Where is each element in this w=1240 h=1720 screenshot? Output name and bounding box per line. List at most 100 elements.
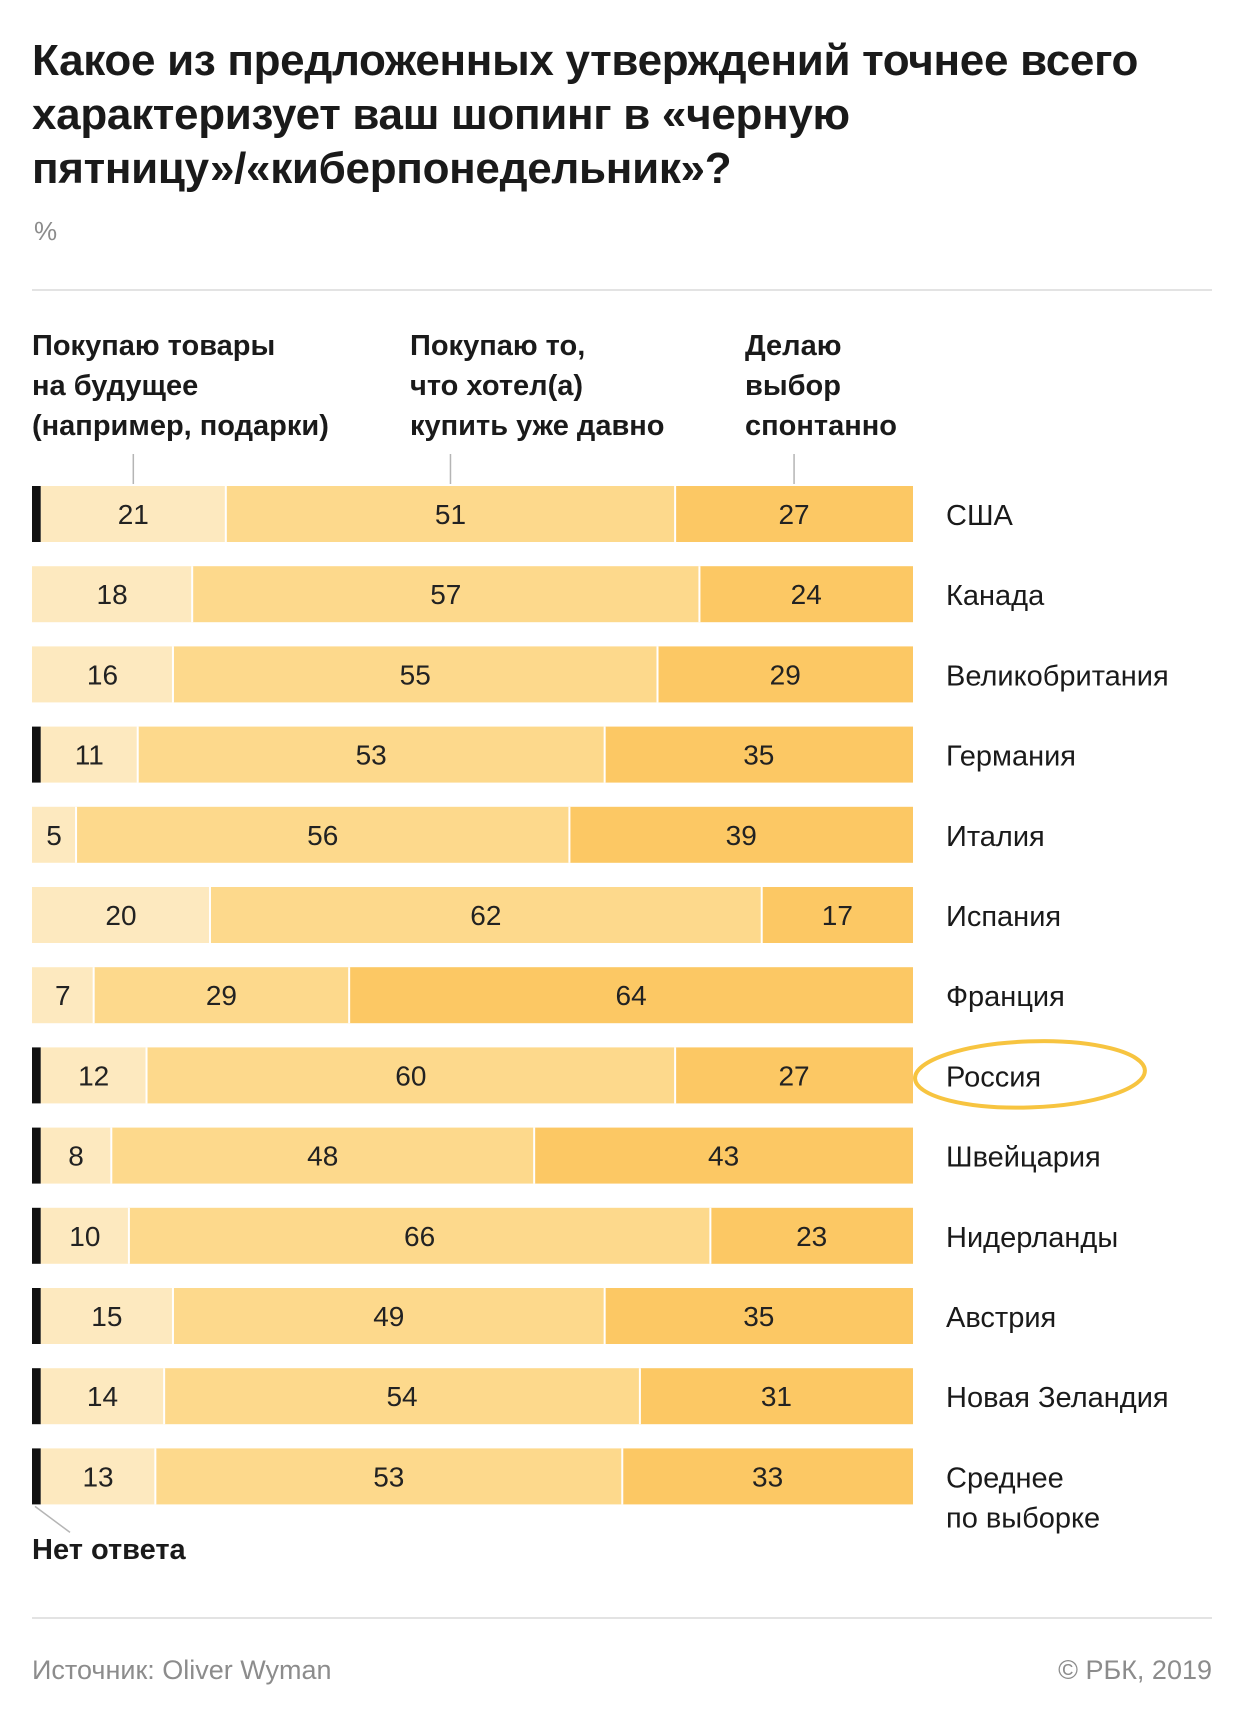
legend-col-future-line: на будущее <box>32 370 199 402</box>
bar-segment <box>164 1368 640 1425</box>
data-label: 64 <box>616 980 647 1011</box>
bar-segment <box>699 566 913 623</box>
no-answer-segment <box>32 726 41 783</box>
bar-segment <box>604 1288 913 1344</box>
no-answer-segment <box>32 1207 41 1264</box>
no-answer-segment <box>32 486 41 542</box>
bar-segment <box>349 967 913 1024</box>
bar-segment <box>111 1127 535 1184</box>
data-label: 49 <box>373 1301 404 1332</box>
legend-col-spontaneous: Делаю выбор спонтанно <box>745 326 897 446</box>
data-label: 35 <box>743 740 774 771</box>
no-answer-label: Нет ответа <box>32 1534 186 1566</box>
data-label: 62 <box>470 900 501 931</box>
data-label: 8 <box>68 1141 84 1172</box>
data-label: 29 <box>770 659 801 690</box>
legend-col-future: Покупаю товары на будущее (например, под… <box>32 326 329 446</box>
data-label: 51 <box>435 499 466 530</box>
bar-segment <box>32 646 173 703</box>
data-label: 55 <box>400 659 431 690</box>
data-label: 33 <box>752 1461 783 1492</box>
category-label: Канада <box>946 580 1045 612</box>
bar-segment <box>172 1288 605 1344</box>
bar-segment <box>40 1368 165 1425</box>
data-label: 29 <box>206 980 237 1011</box>
bar-segment <box>32 887 210 943</box>
bar-segment <box>172 646 658 703</box>
bar-segment <box>604 726 913 783</box>
bar-segment <box>569 806 913 863</box>
data-label: 17 <box>822 900 853 931</box>
no-answer-segment <box>32 1288 41 1344</box>
category-label: Германия <box>946 741 1076 773</box>
data-label: 18 <box>97 579 128 610</box>
category-label: Франция <box>946 981 1065 1013</box>
data-label: 11 <box>75 740 104 771</box>
chart-title: Какое из предложенных утверждений точнее… <box>32 36 1139 193</box>
bar-segment <box>40 1207 129 1264</box>
legend-col-future-line: Покупаю товары <box>32 330 276 362</box>
data-label: 57 <box>430 579 461 610</box>
bar-segment <box>155 1448 623 1505</box>
data-label: 31 <box>761 1381 792 1412</box>
unit-label: % <box>34 216 58 246</box>
legend-col-longwanted-line: купить уже давно <box>410 410 665 442</box>
category-label: Нидерланды <box>946 1222 1118 1254</box>
category-label: Великобритания <box>946 660 1169 692</box>
data-label: 35 <box>743 1301 774 1332</box>
no-answer-segment <box>32 1047 41 1104</box>
data-label: 24 <box>791 579 822 610</box>
no-answer-pointer-line <box>34 1505 71 1534</box>
bar-segment <box>225 486 676 542</box>
data-label: 66 <box>404 1221 435 1252</box>
category-label: по выборке <box>946 1502 1100 1534</box>
category-label: Швейцария <box>946 1142 1101 1174</box>
bar-segment <box>40 1047 147 1104</box>
bar-segment <box>40 726 138 783</box>
data-label: 10 <box>69 1221 100 1252</box>
bar-segment <box>710 1207 913 1264</box>
data-label: 23 <box>796 1221 827 1252</box>
no-answer-segment <box>32 1448 41 1505</box>
data-label: 27 <box>778 1060 809 1091</box>
bar-segment <box>128 1207 711 1264</box>
category-label: Италия <box>946 821 1045 853</box>
category-label: Австрия <box>946 1302 1056 1334</box>
legend-col-spontaneous-line: спонтанно <box>745 410 897 442</box>
data-label: 13 <box>82 1461 113 1492</box>
source-note: Источник: Oliver Wyman <box>32 1655 332 1685</box>
bar-segment <box>675 486 913 542</box>
bar-segment <box>192 566 700 623</box>
bar-segment <box>675 1047 913 1104</box>
legend-col-spontaneous-line: выбор <box>745 370 841 402</box>
data-label: 14 <box>87 1381 118 1412</box>
bar-segment <box>761 887 913 943</box>
data-label: 48 <box>307 1141 338 1172</box>
bar-segment <box>76 806 570 863</box>
data-label: 27 <box>778 499 809 530</box>
data-label: 53 <box>356 740 387 771</box>
no-answer-segment <box>32 1127 41 1184</box>
bar-segment <box>40 1288 173 1344</box>
data-label: 7 <box>55 980 71 1011</box>
bar-segment <box>137 726 605 783</box>
data-label: 21 <box>118 499 149 530</box>
highlight-circle <box>913 1039 1147 1110</box>
legend-col-spontaneous-line: Делаю <box>745 330 842 362</box>
data-label: 60 <box>395 1060 426 1091</box>
bar-segment <box>32 566 193 623</box>
category-label: Испания <box>946 901 1061 933</box>
bar-segment <box>32 806 77 863</box>
bar-segment <box>622 1448 913 1505</box>
copyright-note: © РБК, 2019 <box>1058 1655 1212 1685</box>
data-label: 15 <box>91 1301 122 1332</box>
bar-segment <box>93 967 350 1024</box>
bar-segment <box>146 1047 676 1104</box>
data-label: 12 <box>78 1060 109 1091</box>
bar-segment <box>40 1448 156 1505</box>
category-label: США <box>946 500 1014 532</box>
data-label: 5 <box>46 820 62 851</box>
category-label: Россия <box>946 1061 1041 1093</box>
data-label: 20 <box>105 900 136 931</box>
